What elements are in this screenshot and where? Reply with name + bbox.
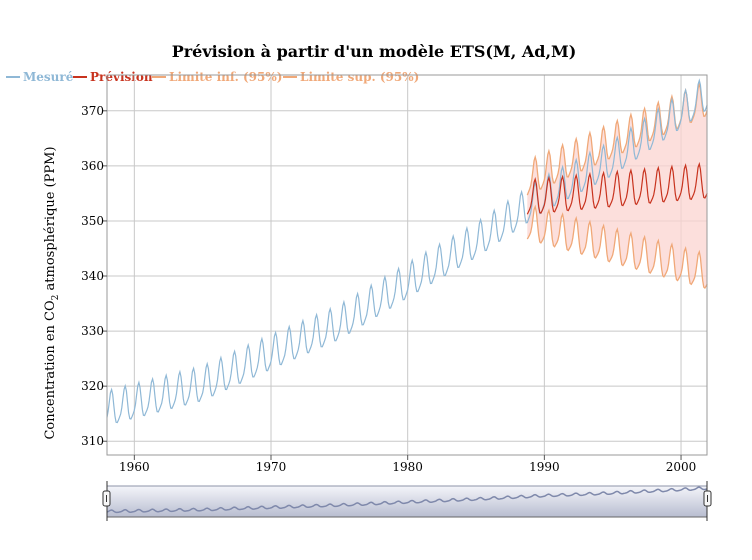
legend-item-upper-limit[interactable]: Limite sup. (95%) <box>283 70 419 84</box>
confidence-band-area <box>527 84 708 288</box>
y-tick-label: 370 <box>81 104 104 118</box>
series-lower-limit-line <box>526 204 708 289</box>
y-tick-label: 340 <box>81 269 104 283</box>
navigator-handle-right[interactable] <box>703 490 712 507</box>
legend-label-forecast: Prévision <box>90 70 153 84</box>
series-upper-limit-line <box>526 81 708 196</box>
y-axis: 310 320 330 340 350 360 370 <box>81 104 107 448</box>
grid <box>107 75 707 455</box>
legend-label-lower-limit: Limite inf. (95%) <box>169 70 282 84</box>
legend: Mesuré Prévision Limite inf. (95%) Limit… <box>6 70 419 84</box>
y-tick-label: 360 <box>81 159 104 173</box>
series-forecast-line <box>526 161 708 215</box>
legend-item-lower-limit[interactable]: Limite inf. (95%) <box>152 70 282 84</box>
chart-title: Prévision à partir d'un modèle ETS(M, Ad… <box>172 42 577 61</box>
y-tick-label: 310 <box>81 434 104 448</box>
navigator[interactable] <box>102 481 712 521</box>
x-tick-label: 1990 <box>529 460 560 474</box>
y-tick-label: 320 <box>81 379 104 393</box>
legend-label-upper-limit: Limite sup. (95%) <box>300 70 419 84</box>
x-tick-label: 2000 <box>666 460 697 474</box>
x-tick-label: 1980 <box>392 460 423 474</box>
x-tick-label: 1960 <box>119 460 150 474</box>
y-tick-label: 330 <box>81 324 104 338</box>
x-tick-label: 1970 <box>256 460 287 474</box>
y-tick-label: 350 <box>81 214 104 228</box>
navigator-handle-left[interactable] <box>102 490 111 507</box>
legend-item-forecast[interactable]: Prévision <box>73 70 153 84</box>
series-lines <box>106 78 708 424</box>
y-axis-label: Concentration en CO2 atmosphérique (PPM) <box>43 146 61 439</box>
confidence-band <box>527 84 708 288</box>
legend-label-measured: Mesuré <box>23 70 74 84</box>
x-axis: 1960 1970 1980 1990 2000 <box>119 455 696 474</box>
plot-frame <box>106 74 708 456</box>
legend-item-measured[interactable]: Mesuré <box>6 70 74 84</box>
navigator-series <box>106 486 708 514</box>
series-measured-line <box>106 78 708 424</box>
